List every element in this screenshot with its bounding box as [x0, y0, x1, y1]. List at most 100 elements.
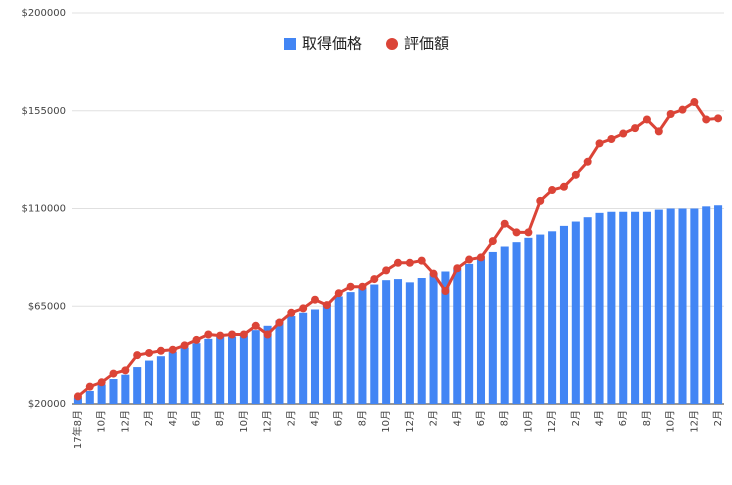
- bar: [133, 367, 142, 404]
- point: [429, 269, 438, 278]
- bar: [382, 280, 391, 404]
- point: [690, 98, 699, 107]
- point: [417, 256, 426, 265]
- bar: [642, 211, 651, 404]
- point: [631, 124, 640, 133]
- x-tick-label: 10月: [380, 410, 392, 433]
- point: [476, 253, 485, 262]
- x-tick-label: 8月: [356, 410, 368, 426]
- bar: [346, 292, 355, 404]
- x-tick-label: 4月: [594, 410, 606, 426]
- point: [642, 115, 651, 124]
- bar: [192, 343, 201, 404]
- bar: [156, 356, 165, 404]
- bar: [595, 212, 604, 404]
- bar: [512, 242, 521, 404]
- legend-swatch: [386, 38, 399, 50]
- bar: [476, 258, 486, 404]
- point: [287, 308, 296, 317]
- x-tick-label: 6月: [475, 410, 487, 426]
- bar: [500, 246, 509, 404]
- point: [299, 304, 308, 313]
- bar: [73, 397, 82, 404]
- x-tick-label: 8月: [641, 410, 653, 426]
- bar: [109, 379, 118, 404]
- bar: [287, 316, 296, 404]
- bar: [631, 211, 640, 404]
- y-tick-label: $110000: [21, 204, 66, 215]
- point: [536, 196, 545, 205]
- point: [583, 157, 592, 166]
- point: [500, 219, 509, 228]
- bar: [666, 208, 675, 404]
- point: [97, 378, 106, 387]
- point: [524, 228, 533, 237]
- x-tick-label: 12月: [546, 410, 558, 433]
- bar: [263, 325, 272, 404]
- bar: [370, 284, 379, 404]
- bar: [654, 209, 663, 404]
- x-tick-label: 10月: [522, 410, 534, 433]
- point: [334, 289, 343, 298]
- bar: [145, 360, 154, 404]
- point: [168, 345, 177, 354]
- x-tick-label: 10月: [96, 410, 108, 433]
- point: [228, 330, 237, 339]
- x-tick-label: 4月: [451, 410, 463, 426]
- bar: [216, 336, 225, 404]
- x-tick-label: 6月: [333, 410, 345, 426]
- x-tick-label: 10月: [665, 410, 677, 433]
- bar: [465, 263, 474, 404]
- bar: [334, 296, 343, 404]
- x-tick-label: 4月: [167, 410, 179, 426]
- x-tick-label: 2月: [428, 410, 440, 426]
- bar: [358, 287, 367, 404]
- point: [263, 330, 272, 339]
- point: [180, 341, 189, 350]
- x-tick-label: 12月: [262, 410, 274, 433]
- x-tick-label: 2月: [570, 410, 582, 426]
- point: [370, 275, 379, 284]
- bar: [168, 351, 177, 404]
- point: [548, 186, 557, 195]
- point: [512, 228, 521, 237]
- bar: [275, 320, 284, 404]
- point: [156, 346, 165, 355]
- bar: [536, 234, 545, 404]
- point: [346, 282, 355, 291]
- bar: [299, 312, 308, 404]
- bar: [548, 231, 557, 404]
- legend-label: 評価額: [404, 35, 449, 53]
- point: [109, 369, 118, 378]
- point: [239, 330, 248, 339]
- x-tick-label: 12月: [404, 410, 416, 433]
- bar: [619, 211, 628, 404]
- point: [702, 115, 711, 124]
- legend-label: 取得価格: [302, 35, 362, 53]
- point: [654, 127, 663, 136]
- x-tick-label: 2月: [712, 410, 724, 426]
- bar: [714, 205, 723, 404]
- x-tick-label: 8月: [214, 410, 226, 426]
- bar: [559, 225, 568, 404]
- x-tick-label: 8月: [499, 410, 511, 426]
- point: [619, 129, 628, 138]
- bar: [453, 269, 462, 404]
- x-tick-label: 6月: [190, 410, 202, 426]
- point: [595, 139, 604, 148]
- point: [192, 335, 201, 344]
- point: [358, 282, 367, 291]
- bar: [571, 221, 580, 404]
- y-tick-label: $200000: [21, 8, 66, 19]
- y-tick-label: $65000: [28, 301, 66, 312]
- point: [85, 382, 94, 391]
- point: [204, 330, 213, 339]
- bar: [607, 211, 616, 404]
- bar: [251, 330, 260, 404]
- bar: [310, 309, 320, 404]
- point: [311, 295, 320, 304]
- point: [121, 366, 130, 375]
- point: [322, 301, 331, 310]
- y-tick-label: $20000: [28, 399, 66, 410]
